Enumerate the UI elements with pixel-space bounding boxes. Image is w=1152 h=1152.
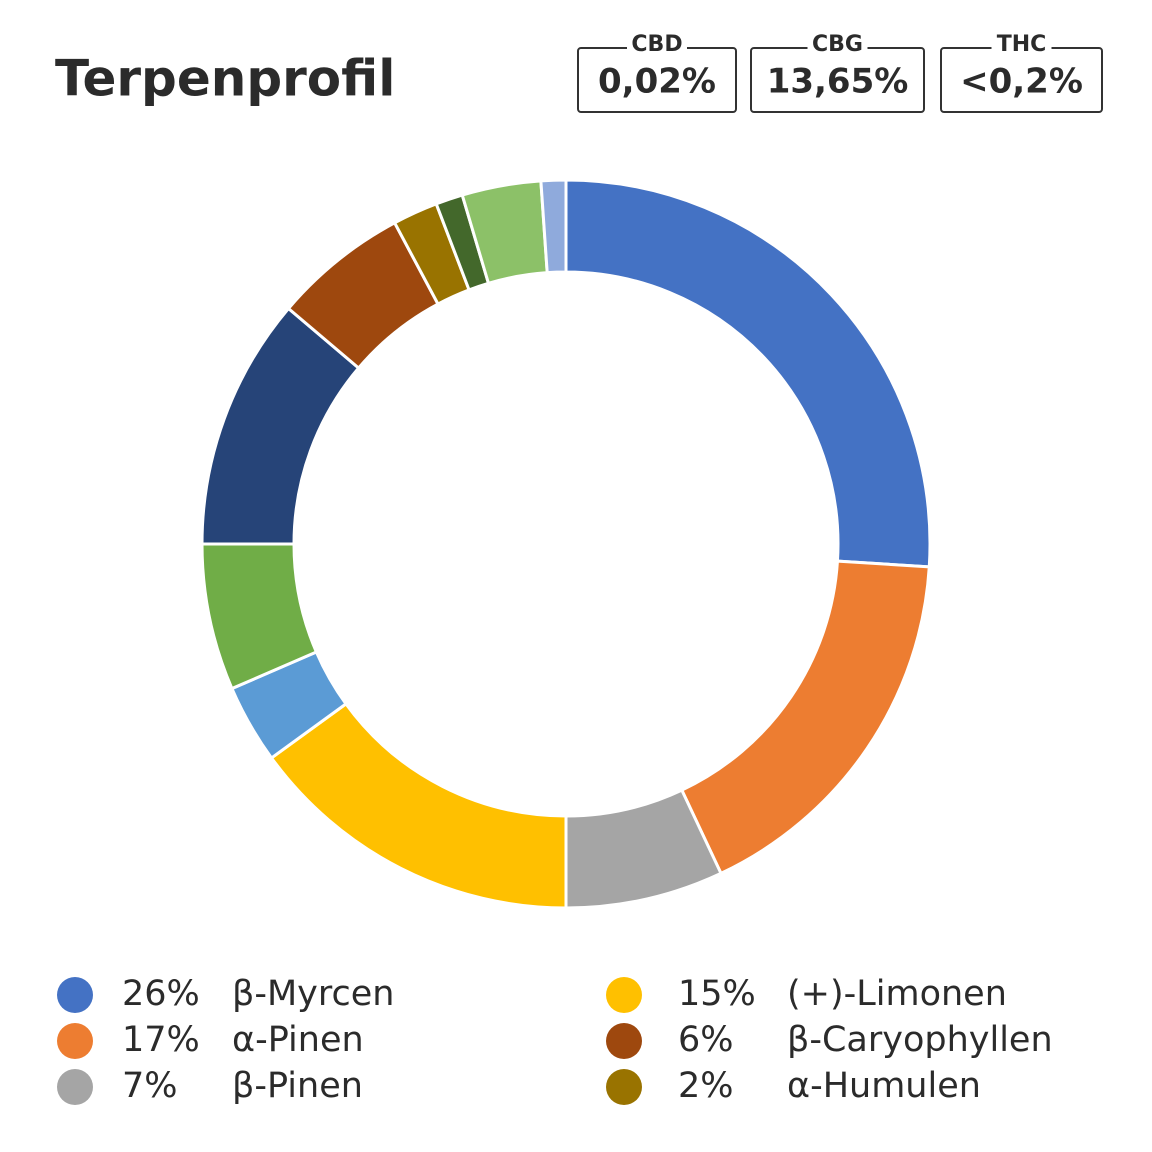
legend-dot bbox=[606, 1023, 642, 1059]
legend-value: 17% bbox=[122, 1020, 200, 1060]
legend-dot bbox=[606, 1069, 642, 1105]
box-label: THC bbox=[997, 32, 1047, 57]
title: Terpenprofil bbox=[55, 50, 395, 108]
box-label: CBD bbox=[631, 32, 682, 57]
legend-name: α-Humulen bbox=[787, 1066, 981, 1106]
legend-dot bbox=[57, 1023, 93, 1059]
donut-segment bbox=[539, 178, 568, 275]
legend: 26% β-Myrcen 17% α-Pinen 7% β-Pinen 15% (+)-Lim… bbox=[57, 974, 1053, 1106]
box-value: <0,2% bbox=[960, 62, 1083, 102]
legend-value: 26% bbox=[122, 974, 200, 1014]
legend-name: (+)-Limonen bbox=[787, 974, 1007, 1014]
donut-segment bbox=[679, 559, 931, 876]
legend-name: β-Myrcen bbox=[232, 974, 394, 1014]
legend-dot bbox=[57, 977, 93, 1013]
legend-dot bbox=[57, 1069, 93, 1105]
box-label-bg bbox=[991, 36, 1052, 56]
legend-value: 15% bbox=[678, 974, 756, 1014]
legend-name: α-Pinen bbox=[232, 1020, 364, 1060]
box-label: CBG bbox=[812, 32, 863, 57]
legend-value: 2% bbox=[678, 1066, 734, 1106]
legend-dot bbox=[606, 977, 642, 1013]
cannabinoid-boxes: CBD 0,02% CBG 13,65% THC <0,2% bbox=[577, 32, 1103, 113]
legend-name: β-Caryophyllen bbox=[787, 1020, 1053, 1060]
donut bbox=[200, 178, 932, 910]
box-label-bg bbox=[807, 36, 868, 56]
legend-value: 6% bbox=[678, 1020, 734, 1060]
donut-segment bbox=[564, 178, 932, 569]
box-label-bg bbox=[627, 36, 687, 56]
box-value: 13,65% bbox=[767, 62, 909, 102]
legend-value: 7% bbox=[122, 1066, 178, 1106]
legend-name: β-Pinen bbox=[232, 1066, 363, 1106]
box-value: 0,02% bbox=[598, 62, 716, 102]
donut-segment bbox=[269, 701, 568, 910]
